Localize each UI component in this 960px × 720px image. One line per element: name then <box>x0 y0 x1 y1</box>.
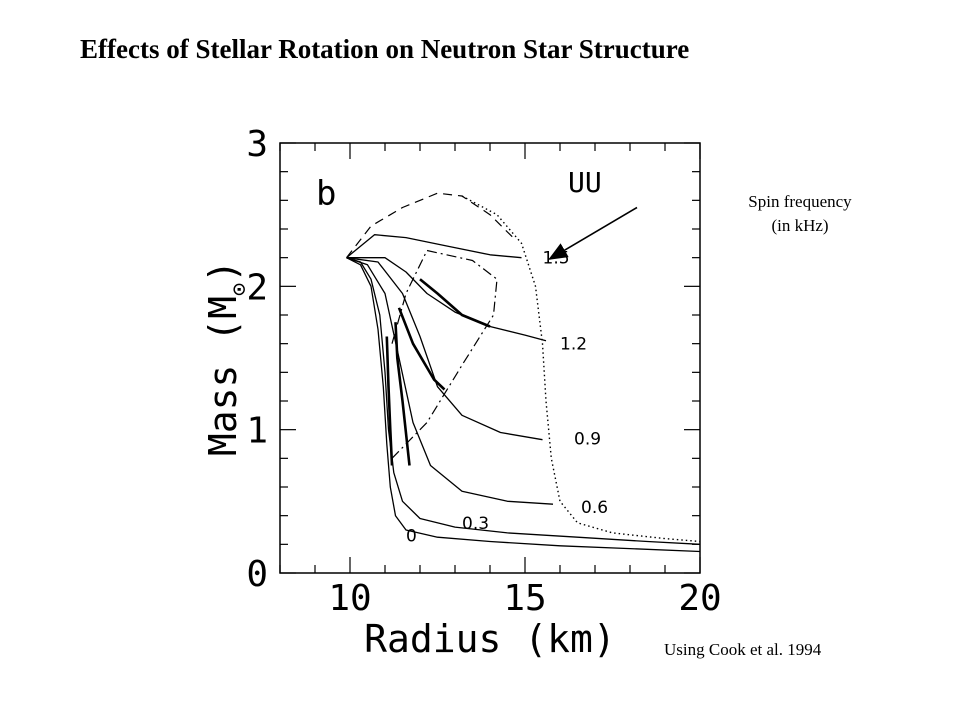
y-axis-label: Mass (M <box>201 296 245 456</box>
curve-label: 1.5 <box>543 249 570 269</box>
solar-mass-symbol: ⊙ <box>227 283 252 296</box>
curve-0-khz <box>346 257 701 553</box>
spin-frequency-annotation: Spin frequency (in kHz) <box>730 190 870 238</box>
y-tick-label: 2 <box>246 267 268 308</box>
curve-label: 0.9 <box>574 429 601 449</box>
curve-thick-11 <box>397 307 446 391</box>
y-axis-label-group: Mass (M⊙) <box>201 260 252 456</box>
credit-note: Using Cook et al. 1994 <box>664 640 822 659</box>
panel-label: b <box>316 174 336 214</box>
x-axis-label: Radius (km) <box>364 617 616 661</box>
curve-1-2-khz <box>346 257 547 342</box>
y-tick-label: 1 <box>246 411 268 452</box>
curve-0-6-khz <box>346 257 554 505</box>
x-tick-label: 10 <box>328 578 371 619</box>
y-tick-label: 0 <box>246 554 268 595</box>
y-axis-label-close: ) <box>201 260 245 283</box>
data-curves <box>346 192 701 553</box>
x-tick-label: 20 <box>678 578 721 619</box>
curve-label: 1.2 <box>560 335 587 355</box>
curve-label: 0.6 <box>581 498 608 518</box>
curve-dot-7 <box>461 195 701 543</box>
curve-0-9-khz <box>346 257 543 441</box>
curve-dashdot-8 <box>391 249 498 459</box>
x-tick-label: 15 <box>503 578 546 619</box>
curve-label: 0.3 <box>462 514 489 534</box>
eos-label: UU <box>568 166 602 199</box>
annotation-line-2: (in kHz) <box>771 216 829 235</box>
curve-label: 0 <box>406 527 417 547</box>
curve-thick-9 <box>385 336 394 466</box>
slide-title: Effects of Stellar Rotation on Neutron S… <box>80 34 690 64</box>
axis-tick-labels: 10 15 20 0 1 2 3 <box>246 124 721 619</box>
svg-text:Mass (M⊙): Mass (M⊙) <box>201 260 252 456</box>
curve-1-5-khz <box>346 234 522 259</box>
spin-frequency-arrow <box>548 206 638 260</box>
curve-dash-6 <box>346 192 515 259</box>
y-tick-label: 3 <box>246 124 268 165</box>
curve-thick-10 <box>394 322 411 466</box>
curve-0-3-khz <box>346 257 701 545</box>
annotation-line-1: Spin frequency <box>748 192 852 211</box>
curve-thick-12 <box>419 278 491 328</box>
